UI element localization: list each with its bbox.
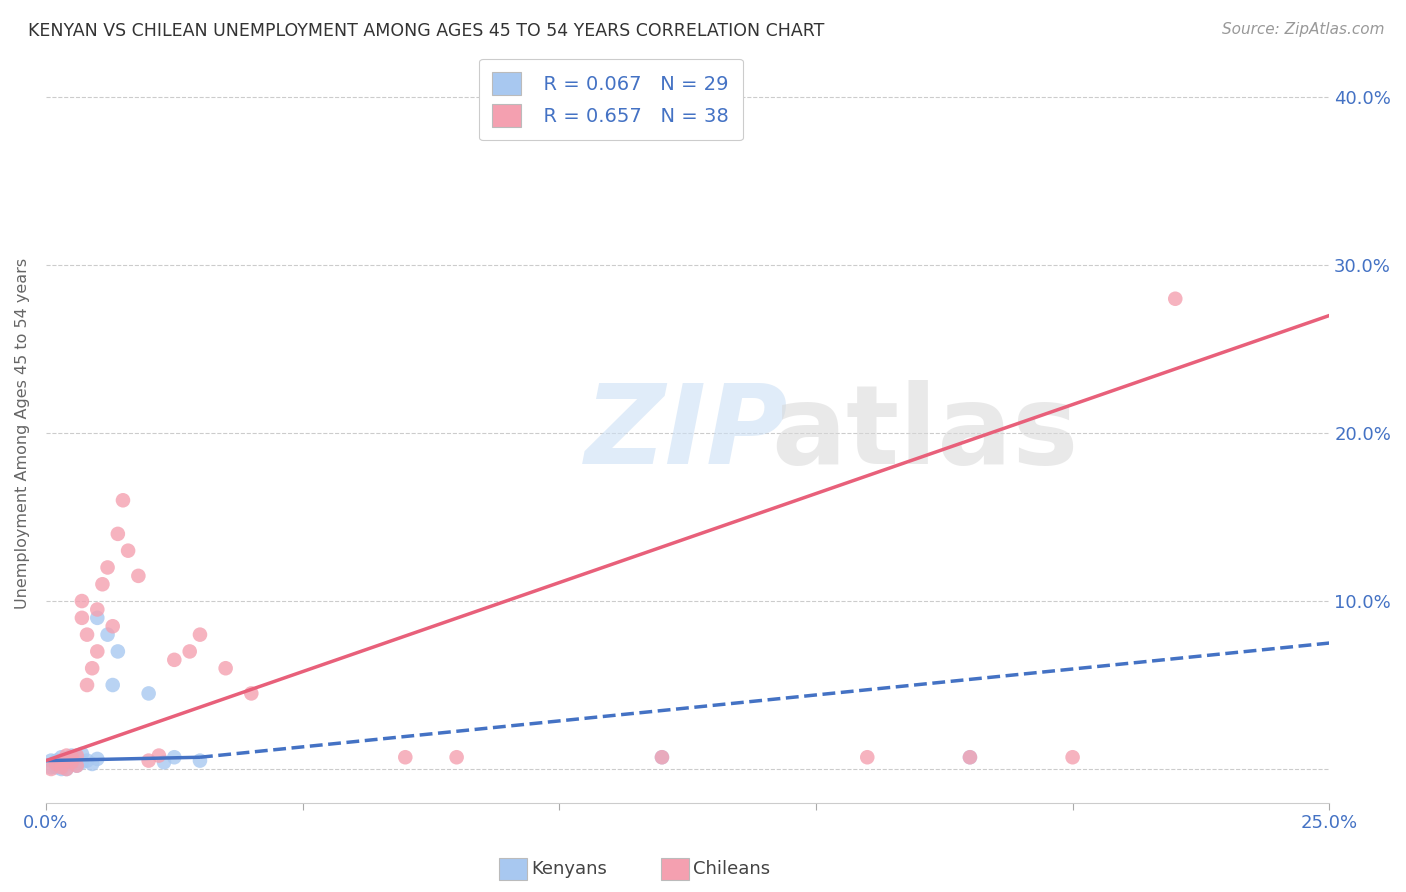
Point — [70, 594, 93, 608]
Text: Chileans: Chileans — [693, 860, 770, 878]
Point — [60, 756, 83, 770]
Point — [39, 754, 62, 768]
Point — [97, 560, 120, 574]
Point — [55, 762, 77, 776]
Point — [45, 760, 67, 774]
Point — [138, 754, 160, 768]
Point — [55, 748, 77, 763]
Point — [39, 760, 62, 774]
Point — [70, 747, 93, 761]
Point — [138, 686, 160, 700]
Point — [45, 756, 67, 771]
Point — [76, 627, 98, 641]
Point — [153, 756, 176, 770]
Text: KENYAN VS CHILEAN UNEMPLOYMENT AMONG AGES 45 TO 54 YEARS CORRELATION CHART: KENYAN VS CHILEAN UNEMPLOYMENT AMONG AGE… — [28, 22, 824, 40]
Point — [70, 611, 93, 625]
Point — [39, 762, 62, 776]
Point — [76, 754, 98, 768]
Point — [86, 752, 108, 766]
Point — [66, 750, 89, 764]
Point — [1164, 292, 1187, 306]
Point — [60, 748, 83, 763]
Point — [959, 750, 981, 764]
Point — [117, 543, 139, 558]
Point — [70, 756, 93, 770]
Point — [101, 678, 124, 692]
Point — [240, 686, 263, 700]
Point — [76, 678, 98, 692]
Point — [107, 644, 129, 658]
Point — [86, 611, 108, 625]
Point — [107, 527, 129, 541]
Legend:   R = 0.067   N = 29,   R = 0.657   N = 38: R = 0.067 N = 29, R = 0.657 N = 38 — [478, 59, 742, 140]
Point — [91, 577, 114, 591]
Point — [45, 756, 67, 771]
Point — [651, 750, 673, 764]
Point — [163, 653, 186, 667]
Point — [51, 750, 73, 764]
Text: ZIP: ZIP — [585, 380, 789, 487]
Point — [82, 661, 104, 675]
Point — [651, 750, 673, 764]
Y-axis label: Unemployment Among Ages 45 to 54 years: Unemployment Among Ages 45 to 54 years — [15, 258, 30, 608]
Point — [82, 756, 104, 771]
Point — [51, 756, 73, 770]
Point — [101, 619, 124, 633]
Point — [111, 493, 134, 508]
Point — [86, 602, 108, 616]
Text: atlas: atlas — [770, 380, 1078, 487]
Text: Source: ZipAtlas.com: Source: ZipAtlas.com — [1222, 22, 1385, 37]
Point — [51, 762, 73, 776]
Text: Kenyans: Kenyans — [531, 860, 607, 878]
Point — [856, 750, 879, 764]
Point — [148, 748, 170, 763]
Point — [86, 644, 108, 658]
Point — [51, 760, 73, 774]
Point — [188, 627, 211, 641]
Point — [45, 754, 67, 768]
Point — [163, 750, 186, 764]
Point — [55, 754, 77, 768]
Point — [446, 750, 468, 764]
Point — [97, 627, 120, 641]
Point — [214, 661, 236, 675]
Point — [66, 748, 89, 763]
Point — [1062, 750, 1084, 764]
Point — [60, 750, 83, 764]
Point — [60, 756, 83, 771]
Point — [51, 754, 73, 768]
Point — [188, 754, 211, 768]
Point — [66, 758, 89, 772]
Point — [55, 762, 77, 776]
Point — [959, 750, 981, 764]
Point — [66, 758, 89, 772]
Point — [179, 644, 201, 658]
Point — [127, 569, 149, 583]
Point — [394, 750, 416, 764]
